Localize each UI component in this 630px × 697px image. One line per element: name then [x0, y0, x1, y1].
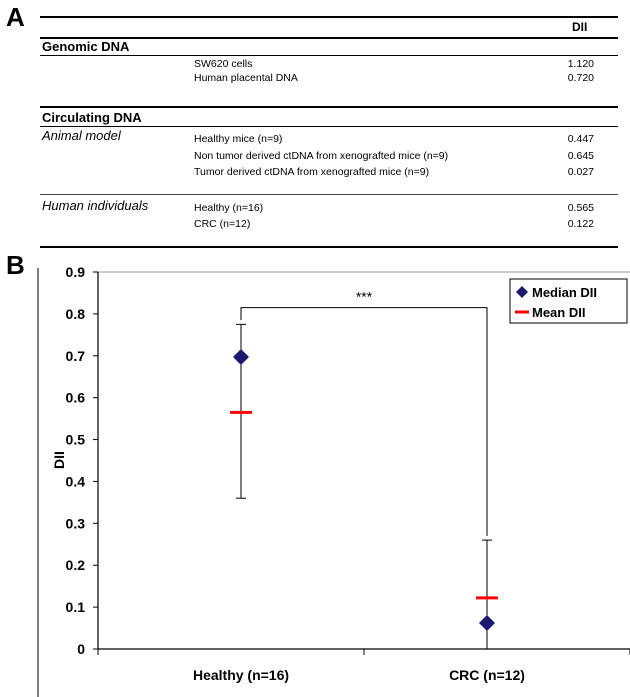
section-rule	[40, 126, 618, 127]
significance-bracket	[240, 307, 488, 536]
table-row-label: Non tumor derived ctDNA from xenografted…	[194, 150, 449, 162]
table-row-label: SW620 cells	[194, 58, 253, 70]
y-axis-title: DII	[51, 451, 67, 469]
table-row-label: Healthy mice (n=9)	[194, 133, 283, 145]
table-bottom-rule	[40, 246, 618, 248]
group-name-animal: Animal model	[42, 128, 121, 143]
y-tick-label: 0.3	[66, 515, 86, 531]
legend-mean-label: Mean DII	[532, 305, 585, 320]
table-row-value: 0.027	[567, 166, 594, 178]
y-tick-label: 0.9	[66, 264, 86, 280]
legend-median-label: Median DII	[532, 285, 597, 300]
median-marker	[233, 349, 249, 366]
y-tick-label: 0.7	[66, 348, 86, 364]
panel-b-label: B	[6, 250, 25, 280]
table-top-rule	[40, 16, 618, 18]
table-row-label: Tumor derived ctDNA from xenografted mic…	[194, 166, 430, 178]
y-tick-label: 0.4	[66, 473, 86, 489]
table-row-label: CRC (n=12)	[194, 218, 251, 230]
x-tick-label: CRC (n=12)	[449, 667, 525, 683]
y-tick-label: 0.8	[66, 306, 86, 322]
table-row-label: Healthy (n=16)	[194, 202, 264, 214]
y-tick-label: 0.1	[66, 599, 86, 615]
section-rule	[40, 55, 618, 56]
y-tick-label: 0	[77, 641, 85, 657]
legend-box	[509, 278, 628, 324]
section-top-rule	[40, 106, 618, 108]
y-tick-label: 0.5	[66, 432, 86, 448]
table-row-value: 0.645	[567, 150, 594, 162]
header-rule	[40, 37, 618, 39]
median-marker	[479, 615, 495, 632]
table-row-value: 0.720	[567, 72, 594, 84]
table-row-value: 0.122	[567, 218, 594, 230]
dii-column-header: DII	[572, 20, 588, 34]
table-row-label: Human placental DNA	[194, 72, 298, 84]
table-row-value: 0.447	[567, 133, 594, 145]
section-title-circulating: Circulating DNA	[42, 110, 142, 125]
significance-label: ***	[356, 289, 373, 305]
group-rule	[40, 194, 618, 195]
x-axis-ticks: Healthy (n=16) CRC (n=12)	[97, 649, 630, 683]
table-row-value: 1.120	[567, 58, 594, 70]
table-row-value: 0.565	[567, 202, 594, 214]
section-title-genomic: Genomic DNA	[42, 39, 130, 54]
y-tick-label: 0.6	[66, 390, 86, 406]
legend-median-diamond-icon	[516, 286, 528, 298]
panel-a-label: A	[6, 2, 25, 32]
y-axis-ticks: 0 0.1 0.2 0.3 0.4 0.5 0.6 0.7 0.8 0.9	[66, 264, 98, 657]
chart-marks: ***	[230, 289, 498, 650]
y-tick-label: 0.2	[66, 557, 86, 573]
chart-legend: Median DII Mean DII	[509, 278, 628, 324]
group-name-human: Human individuals	[42, 198, 149, 213]
x-tick-label: Healthy (n=16)	[193, 667, 289, 683]
